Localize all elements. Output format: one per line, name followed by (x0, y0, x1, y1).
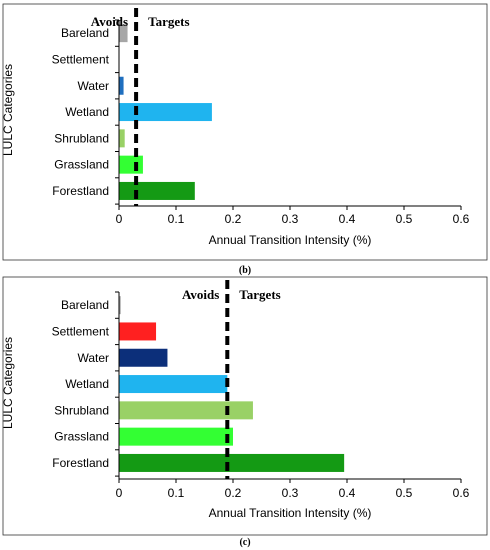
chart-c-ylabel: LULC Categories (1, 337, 15, 429)
category-label: Wetland (65, 377, 109, 391)
category-label: Wetland (65, 105, 109, 119)
bar (119, 103, 212, 122)
category-label: Grassland (54, 158, 109, 172)
avoids-label: Avoids (91, 14, 128, 29)
x-tick-label: 0.2 (225, 212, 242, 226)
bar (119, 427, 233, 446)
x-tick-label: 0.2 (225, 486, 242, 500)
x-tick-label: 0 (116, 212, 123, 226)
bar (119, 348, 168, 367)
panel-c-caption: (c) (239, 537, 250, 548)
x-tick-label: 0.4 (339, 486, 356, 500)
chart-b-ylabel: LULC Categories (1, 64, 15, 156)
targets-label: Targets (239, 287, 280, 302)
avoids-label: Avoids (182, 287, 219, 302)
bar (119, 375, 228, 394)
category-label: Settlement (52, 324, 110, 338)
x-tick-label: 0.5 (396, 486, 413, 500)
x-tick-label: 0.6 (453, 212, 470, 226)
bar (119, 181, 195, 200)
category-label: Settlement (52, 52, 110, 66)
bar (119, 296, 121, 315)
bar (119, 155, 143, 174)
bar (119, 453, 345, 472)
category-label: Bareland (61, 26, 109, 40)
chart-b: LULC Categories Annual Transition Intens… (1, 8, 470, 247)
x-tick-label: 0.3 (282, 486, 299, 500)
x-tick-label: 0.1 (168, 486, 185, 500)
panel-c-frame (2, 276, 488, 536)
x-tick-label: 0.3 (282, 212, 299, 226)
x-tick-label: 0 (116, 486, 123, 500)
panel-b-frame (2, 3, 488, 261)
category-label: Bareland (61, 298, 109, 312)
x-tick-label: 0.6 (453, 486, 470, 500)
category-label: Shrubland (54, 403, 109, 417)
chart-c: LULC Categories Annual Transition Intens… (1, 280, 470, 520)
panel-c: LULC Categories Annual Transition Intens… (1, 276, 488, 548)
x-tick-label: 0.4 (339, 212, 356, 226)
category-label: Water (77, 79, 109, 93)
x-tick-label: 0.5 (396, 212, 413, 226)
bar (119, 129, 125, 148)
panel-b: LULC Categories Annual Transition Intens… (1, 3, 488, 276)
targets-label: Targets (148, 14, 189, 29)
bar (119, 401, 253, 420)
category-label: Water (77, 351, 109, 365)
bar (119, 322, 157, 341)
bar (119, 24, 128, 43)
chart-c-xlabel: Annual Transition Intensity (%) (209, 506, 372, 520)
bar (119, 76, 124, 95)
category-label: Grassland (54, 430, 109, 444)
category-label: Shrubland (54, 131, 109, 145)
panel-b-caption: (b) (239, 265, 251, 276)
category-label: Forestland (52, 456, 109, 470)
category-label: Forestland (52, 184, 109, 198)
chart-b-xlabel: Annual Transition Intensity (%) (209, 233, 372, 247)
x-tick-label: 0.1 (168, 212, 185, 226)
